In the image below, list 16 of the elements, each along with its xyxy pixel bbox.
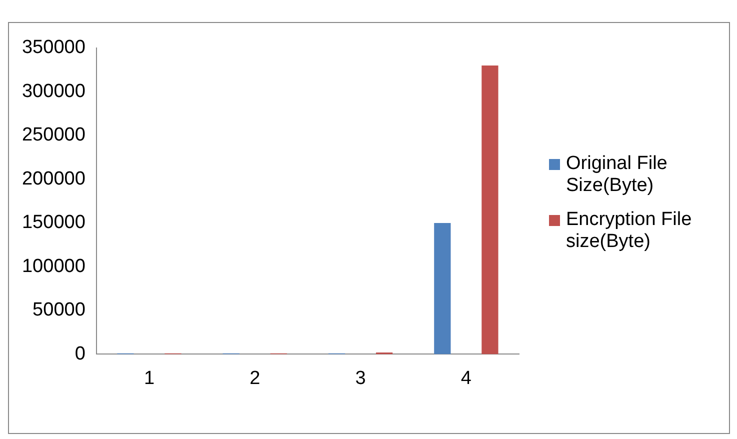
- y-tick-label: 200000: [22, 168, 86, 190]
- y-tick-label: 300000: [22, 80, 86, 102]
- y-tick-label: 50000: [32, 300, 86, 321]
- legend-label: Encryption File size(Byte): [566, 209, 693, 253]
- bar: [482, 65, 498, 354]
- y-tick-label: 100000: [22, 256, 86, 277]
- bar: [434, 222, 451, 354]
- legend-label: Original File Size(Byte): [566, 153, 668, 197]
- y-tick-label: 350000: [22, 37, 86, 58]
- x-tick-label: 3: [355, 368, 366, 389]
- y-tick-label: 250000: [22, 124, 86, 146]
- x-tick-label: 4: [460, 368, 472, 389]
- y-tick-label: 150000: [22, 212, 86, 234]
- x-tick-label: 2: [250, 368, 260, 389]
- y-tick-label: 0: [74, 343, 86, 364]
- x-tick-label: 1: [144, 368, 155, 389]
